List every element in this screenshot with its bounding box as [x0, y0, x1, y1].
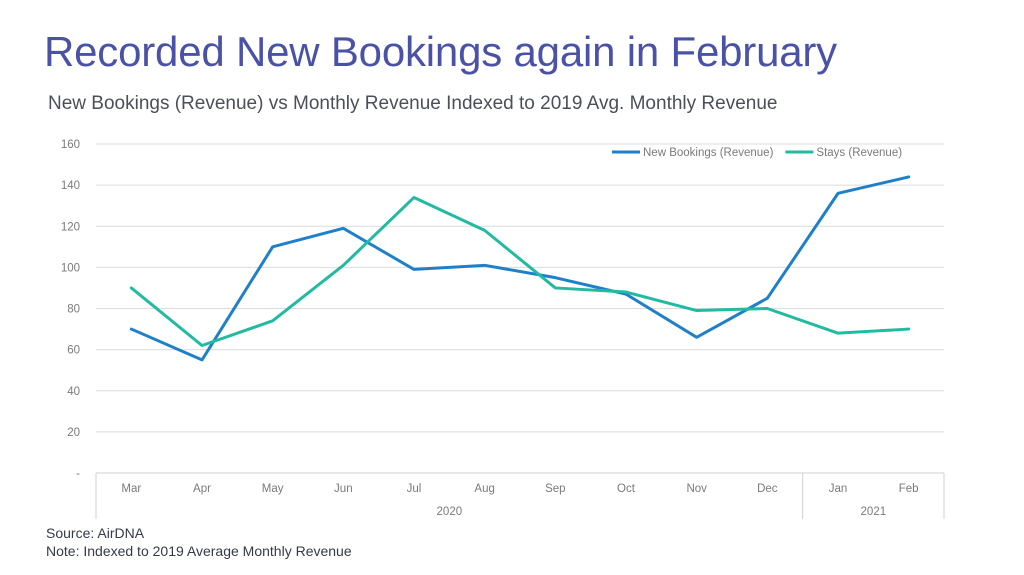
- y-tick-label: 100: [61, 262, 80, 274]
- chart-title: Recorded New Bookings again in February: [44, 28, 837, 75]
- x-tick-label: Nov: [686, 483, 707, 495]
- x-tick-label: May: [262, 483, 284, 495]
- note-text: Note: Indexed to 2019 Average Monthly Re…: [46, 543, 352, 559]
- series-line: [129, 195, 911, 348]
- x-tick-label: Jun: [334, 483, 353, 495]
- x-tick-label: Apr: [193, 483, 211, 495]
- x-tick-label: Jan: [829, 483, 848, 495]
- y-tick-label: 20: [67, 427, 80, 439]
- grid-lines: [96, 143, 944, 433]
- y-tick-label: 140: [61, 180, 80, 192]
- x-axis: 2020 2021 Mar Apr May Jun Jul Aug Sep Oct Nov Dec Ja…: [95, 472, 945, 519]
- y-tick-label: 40: [67, 386, 80, 398]
- chart-subtitle: New Bookings (Revenue) vs Monthly Revenu…: [48, 93, 778, 114]
- y-tick-label: 60: [67, 345, 80, 357]
- y-axis-ticks: - 20 40 60 80 100 120 140 160: [61, 139, 80, 480]
- y-tick-label: 80: [67, 304, 80, 316]
- x-group-label: 2020: [437, 506, 463, 518]
- y-tick-label: -: [76, 468, 80, 480]
- x-tick-label: Aug: [474, 483, 494, 495]
- y-tick-label: 160: [61, 139, 80, 151]
- series-line: [129, 175, 911, 362]
- source-text: Source: AirDNA: [46, 525, 145, 541]
- x-tick-label: Oct: [617, 483, 636, 495]
- legend-label: New Bookings (Revenue): [643, 147, 774, 159]
- legend: New Bookings (Revenue) Stays (Revenue): [612, 147, 902, 159]
- x-tick-label: Sep: [545, 483, 565, 495]
- series-lines: [129, 175, 911, 362]
- x-group-label: 2021: [861, 506, 887, 518]
- x-tick-label: Jul: [407, 483, 422, 495]
- x-tick-label: Feb: [899, 483, 919, 495]
- x-tick-label: Mar: [121, 483, 141, 495]
- y-tick-label: 120: [61, 221, 80, 233]
- legend-label: Stays (Revenue): [816, 147, 902, 159]
- x-tick-label: Dec: [757, 483, 778, 495]
